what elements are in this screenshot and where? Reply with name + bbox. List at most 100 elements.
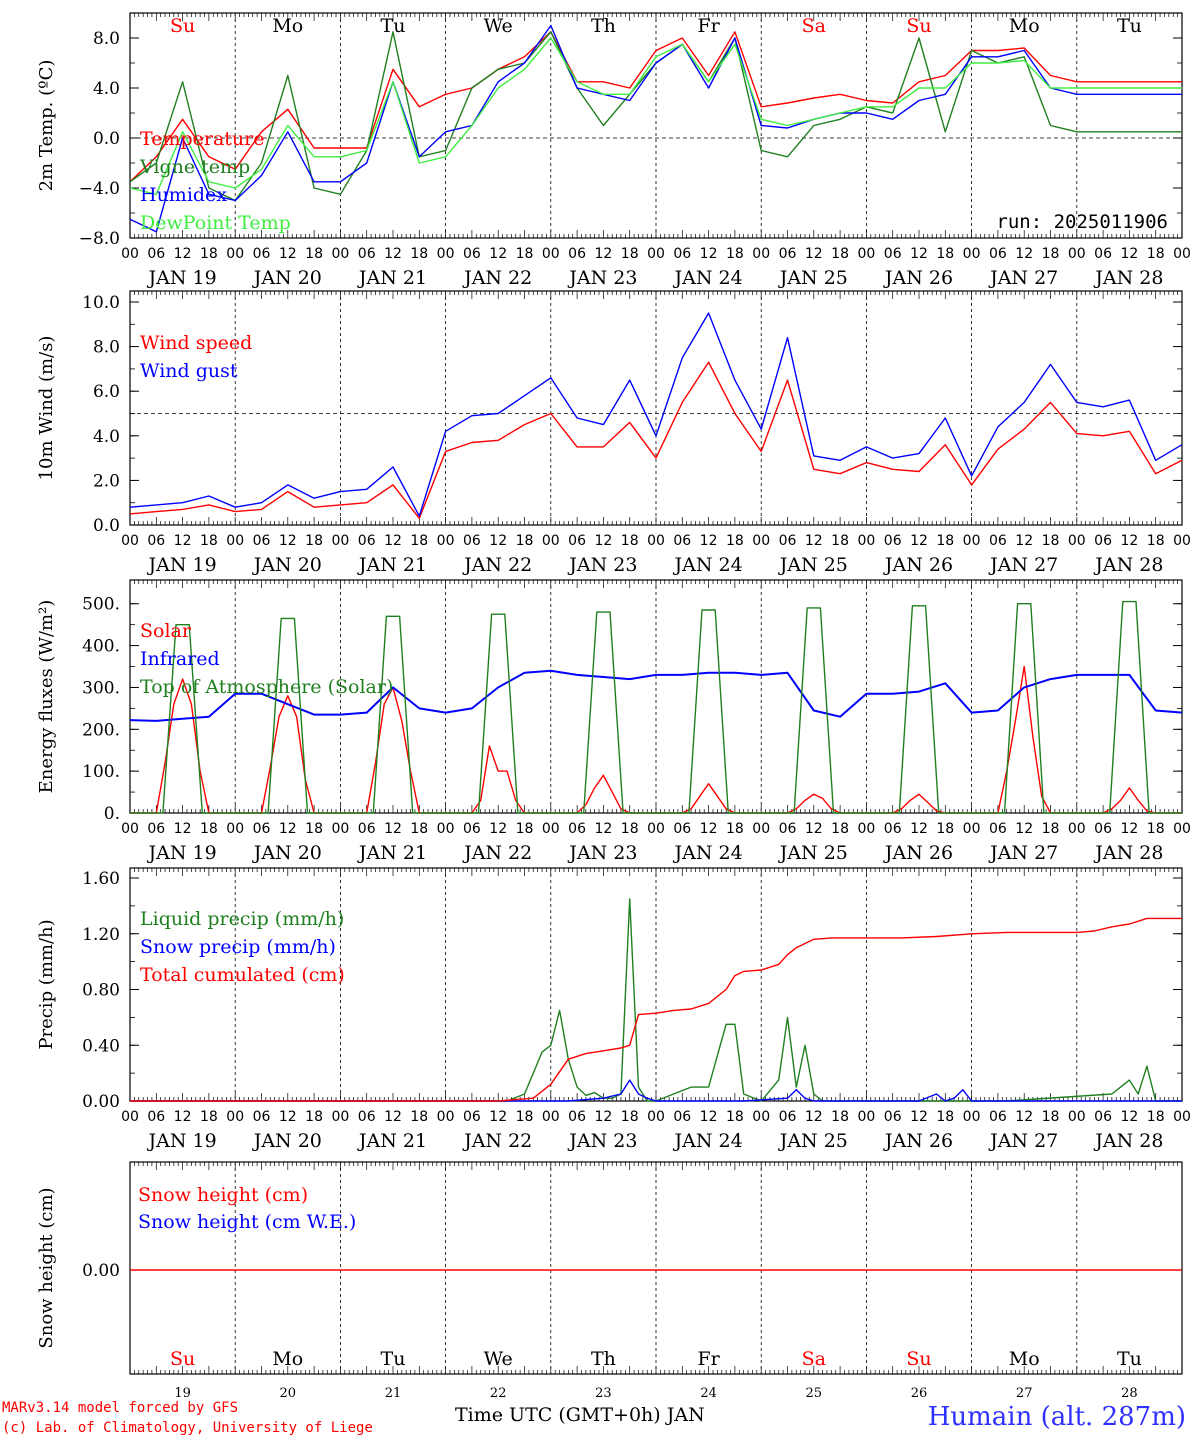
hour-tick-label: 06 [779,821,797,837]
hour-tick-label: 06 [884,246,902,262]
hour-tick-label: 18 [1042,246,1060,262]
hour-tick-label: 12 [910,1109,928,1125]
hour-tick-label: 12 [489,533,507,549]
legend-entry: Infrared [140,648,220,670]
date-label: JAN 24 [673,1130,743,1152]
hour-tick-label: 00 [1068,1109,1086,1125]
hour-tick-label: 00 [437,1109,455,1125]
date-label: JAN 22 [462,842,532,864]
panel-wind: 0.0 2.0 4.0 6.0 8.0 10.0 10m Wind (m/s) Wind sp… [36,290,1191,576]
hour-tick-label: 00 [542,533,560,549]
date-label: JAN 23 [567,554,637,576]
series-line-blue [129,312,1183,517]
hour-tick-label: 12 [805,533,823,549]
legend-entry: Liquid precip (mm/h) [140,908,344,930]
hour-tick-label: 18 [621,533,639,549]
y-tick-label: 0.80 [82,981,120,1001]
hour-tick-label: 18 [831,533,849,549]
date-label: JAN 24 [673,267,743,289]
hour-tick-label: 06 [147,533,165,549]
panel-snow: 0.00 Snow height (cm) Snow height (cm) Snow… [36,1161,1183,1375]
hour-tick-label: 06 [463,821,481,837]
hour-tick-label: 18 [200,1109,218,1125]
footer-lab-line: (c) Lab. of Climatology, University of L… [2,1420,373,1436]
hour-tick-label: 18 [305,533,323,549]
hour-tick-label: 12 [594,1109,612,1125]
date-label: JAN 28 [1093,1130,1163,1152]
date-label: JAN 27 [988,554,1058,576]
hour-tick-label: 00 [1173,246,1191,262]
hour-tick-label: 06 [989,821,1007,837]
day-number-label: 22 [490,1386,507,1401]
hour-tick-label: 06 [358,533,376,549]
date-label: JAN 21 [357,554,427,576]
legend-entry: Wind gust [140,360,238,382]
date-label: JAN 28 [1093,842,1163,864]
hour-tick-label: 00 [437,533,455,549]
hour-tick-label: 18 [1147,246,1165,262]
series-line-lightgreen [129,37,1182,196]
hour-tick-label: 00 [963,246,981,262]
y-tick-label: 6.0 [93,382,120,402]
hour-tick-label: 18 [936,246,954,262]
legend-entry: Snow precip (mm/h) [140,936,336,958]
y-tick-label: 400. [82,637,120,657]
hour-tick-label: 00 [121,533,139,549]
hour-tick-label: 00 [226,533,244,549]
hour-tick-label: 12 [279,533,297,549]
hour-tick-label: 12 [700,821,718,837]
weekday-label-bottom: We [484,1348,513,1370]
hour-tick-label: 12 [1120,821,1138,837]
y-tick-label: 0.0 [93,129,120,149]
date-label: JAN 20 [252,554,322,576]
day-number-label: 21 [385,1386,402,1401]
weekday-label-bottom: Sa [802,1348,826,1370]
hour-tick-label: 00 [963,821,981,837]
hour-tick-label: 06 [253,1109,271,1125]
hour-tick-label: 18 [305,246,323,262]
hour-tick-label: 06 [568,821,586,837]
series-line-darkgreen [130,898,1182,1102]
hour-tick-label: 12 [174,533,192,549]
hour-tick-label: 12 [594,821,612,837]
hour-tick-label: 18 [726,246,744,262]
hour-tick-label: 12 [700,246,718,262]
hour-tick-label: 00 [963,533,981,549]
weekday-label-top: Mo [272,15,303,37]
hour-tick-label: 06 [147,246,165,262]
date-label: JAN 26 [883,554,953,576]
weekday-label-bottom: Tu [1117,1348,1142,1370]
weekday-label-top: Tu [1117,15,1142,37]
series-line-red [129,361,1183,519]
legend-entry: Snow height (cm) [138,1184,308,1206]
date-label: JAN 21 [357,842,427,864]
hour-tick-label: 18 [621,246,639,262]
hour-tick-label: 18 [726,1109,744,1125]
hour-tick-label: 12 [174,821,192,837]
hour-tick-label: 00 [437,246,455,262]
hour-tick-label: 12 [1015,533,1033,549]
hour-tick-label: 12 [174,246,192,262]
hour-tick-label: 18 [516,533,534,549]
date-label: JAN 27 [988,1130,1058,1152]
hour-tick-label: 00 [1068,533,1086,549]
day-number-label: 20 [280,1386,297,1401]
weekday-label-bottom: Mo [272,1348,303,1370]
hour-tick-label: 18 [305,1109,323,1125]
hour-tick-label: 18 [1147,821,1165,837]
run-annotation: run: 2025011906 [996,211,1168,233]
weekday-label-top: Sa [802,15,826,37]
hour-tick-label: 12 [1015,821,1033,837]
hour-tick-label: 12 [174,1109,192,1125]
hour-tick-label: 12 [279,1109,297,1125]
hour-tick-label: 12 [700,1109,718,1125]
legend-entry: Humidex [140,184,227,206]
weekday-label-top: Mo [1009,15,1040,37]
hour-tick-label: 00 [752,246,770,262]
date-label: JAN 26 [883,1130,953,1152]
hour-tick-label: 06 [568,533,586,549]
hour-tick-label: 00 [542,246,560,262]
date-label: JAN 25 [778,1130,848,1152]
date-label: JAN 22 [462,267,532,289]
y-tick-label: 500. [82,595,120,615]
